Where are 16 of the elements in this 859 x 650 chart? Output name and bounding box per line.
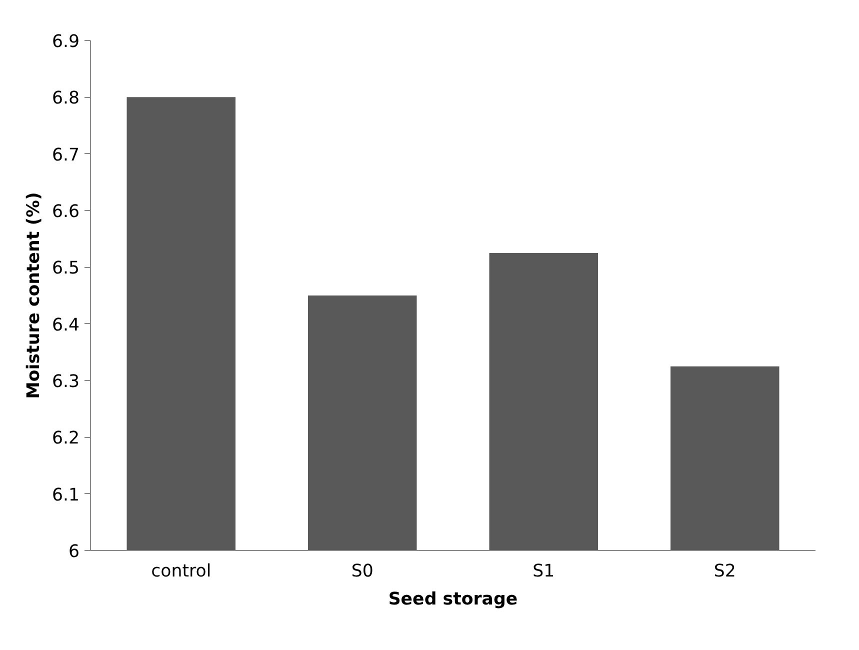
y-tick-label: 6.4 xyxy=(52,315,80,336)
y-axis-title: Moisture content (%) xyxy=(24,192,44,399)
x-tick-label: S2 xyxy=(714,562,736,582)
y-tick-label: 6.5 xyxy=(52,258,80,279)
y-tick-label: 6.1 xyxy=(52,485,80,506)
y-tick-label: 6.2 xyxy=(52,428,80,449)
y-tick-label: 6.6 xyxy=(52,202,80,222)
y-tick-label: 6.8 xyxy=(52,88,80,109)
x-axis-title: Seed storage xyxy=(388,590,518,610)
x-tick-label: S0 xyxy=(351,562,374,582)
x-tick-label: control xyxy=(151,562,212,582)
y-tick-label: 6 xyxy=(68,542,80,562)
y-tick-label: 6.9 xyxy=(52,32,80,52)
x-tick-label: S1 xyxy=(532,562,555,582)
y-tick-label: 6.7 xyxy=(52,145,80,166)
y-tick-label: 6.3 xyxy=(52,372,80,392)
